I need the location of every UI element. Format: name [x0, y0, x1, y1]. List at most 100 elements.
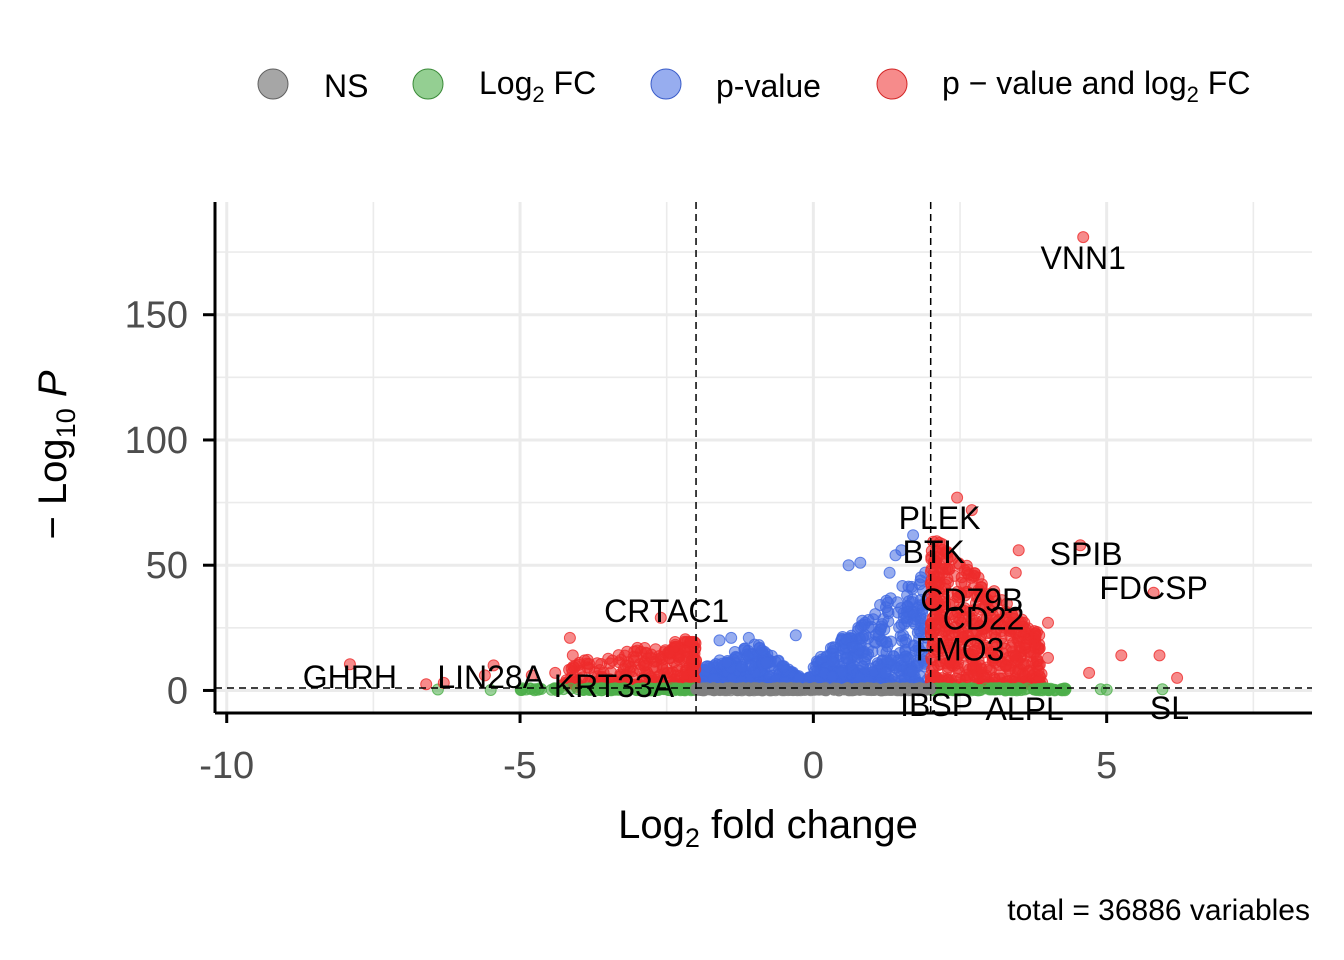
cloud-point-sig-up	[1008, 649, 1020, 662]
cloud-point-pvalue	[728, 646, 741, 658]
data-point	[713, 634, 726, 647]
gene-label: SL	[1150, 690, 1189, 726]
data-point	[1042, 651, 1054, 664]
cutoff-lines	[215, 202, 1312, 713]
gene-label: FMO3	[916, 631, 1005, 667]
grid	[215, 202, 1312, 713]
cloud-point-ns	[731, 683, 744, 696]
legend-key-ns	[257, 68, 289, 100]
legend-item-ns: NS	[257, 68, 368, 104]
gene-label: SPIB	[1050, 536, 1123, 572]
x-axis-title: Log2 fold change	[618, 803, 918, 853]
cloud-point-pvalue	[755, 644, 768, 657]
gene-label: VNN1	[1041, 240, 1126, 276]
y-axis-title: − Log10 P	[31, 370, 81, 539]
data-point	[789, 629, 802, 642]
data-point	[563, 631, 576, 644]
cloud-point-sig-down	[593, 664, 606, 676]
cloud-point-ns	[692, 683, 705, 696]
data-point	[631, 641, 644, 654]
legend-key-pvalue	[650, 68, 682, 100]
cloud-point-pvalue	[885, 654, 897, 667]
y-tick-label: 150	[125, 295, 188, 337]
cloud-point-pvalue	[701, 660, 714, 673]
cloud-point-fc	[993, 683, 1006, 696]
y-tick-label: 0	[167, 670, 188, 712]
cloud-point-sig-up	[941, 663, 954, 676]
cloud-point-sig-up	[936, 538, 949, 551]
cloud-point-pvalue	[874, 623, 887, 636]
cloud-point-sig-up	[977, 646, 990, 659]
cloud-point-pvalue	[777, 660, 790, 673]
data-point	[566, 649, 579, 662]
data-point	[883, 566, 896, 579]
legend-key-pvalue-and-log2fc	[876, 68, 908, 100]
legend-item-pvalue: p-value	[650, 68, 821, 104]
gene-label: ALPL	[985, 691, 1063, 727]
data-point	[848, 684, 861, 696]
gene-label: IBSP	[900, 687, 973, 723]
legend-item-pvalue-and-log2fc: p − value and log2 FC	[876, 65, 1250, 107]
data-point	[1083, 666, 1096, 679]
data-point	[1033, 629, 1046, 642]
gene-label: LIN28A	[437, 659, 544, 695]
cloud-point-sig-up	[951, 606, 964, 619]
data-point	[742, 631, 755, 644]
cloud-point-pvalue	[882, 596, 894, 609]
cloud-point-pvalue	[826, 656, 839, 668]
cloud-point-pvalue	[909, 644, 922, 657]
data-point	[487, 659, 500, 672]
cloud-point-pvalue	[859, 653, 872, 666]
cloud-point-sig-up	[975, 663, 988, 675]
data-point	[1115, 649, 1128, 662]
cloud-point-pvalue	[826, 670, 839, 683]
cloud-point-pvalue	[858, 618, 871, 631]
gene-label: PLEK	[899, 500, 981, 536]
data-point	[1077, 231, 1090, 244]
data-point	[1074, 539, 1087, 552]
cloud-point-pvalue	[841, 652, 853, 665]
cloud-point-sig-up	[949, 621, 962, 634]
cloud-point-sig-up	[990, 640, 1003, 653]
gene-label: CD22	[943, 600, 1025, 636]
cloud-point-pvalue	[880, 636, 893, 649]
cloud-point-sig-up	[1005, 622, 1018, 635]
data-point	[907, 529, 920, 542]
x-tick-label: -5	[503, 745, 537, 787]
cloud-point-sig-up	[955, 571, 968, 584]
legend: NS Log2 FC p-value p − value and log2 FC	[257, 65, 1250, 107]
cloud-point-pvalue	[906, 665, 918, 678]
cloud-point-sig-up	[1013, 640, 1026, 653]
cloud-point-pvalue	[846, 640, 859, 653]
cloud-point-sig-up	[1023, 664, 1036, 677]
legend-key-log2fc	[412, 68, 444, 100]
gene-label: CRTAC1	[604, 593, 729, 629]
cloud-point-pvalue	[836, 666, 848, 679]
data-point	[830, 683, 843, 696]
data-point	[713, 683, 726, 696]
data-point	[895, 683, 908, 696]
data-point	[965, 504, 978, 517]
data-point	[1100, 683, 1113, 696]
cloud-point-sig-up	[941, 562, 953, 575]
cloud-point-pvalue	[745, 659, 758, 672]
data-point	[854, 556, 867, 569]
cloud-point-pvalue	[760, 656, 773, 669]
x-tick-label: 0	[803, 745, 824, 787]
data-point	[1147, 586, 1160, 599]
cloud-point-sig-up	[933, 608, 946, 621]
y-tick-label: 50	[146, 545, 188, 587]
data-point	[1156, 683, 1169, 696]
cloud-point-sig-up	[1011, 667, 1024, 679]
legend-label-log2fc: Log2 FC	[479, 65, 596, 107]
data-point	[678, 644, 691, 657]
cloud-point-pvalue	[827, 641, 840, 654]
data-point	[725, 631, 738, 644]
legend-label-ns: NS	[324, 68, 368, 104]
cloud-point-fc	[557, 683, 570, 696]
data-point	[525, 669, 538, 682]
data-point	[578, 654, 591, 667]
data-point	[343, 658, 356, 671]
cloud-point-sig-down	[684, 636, 697, 649]
